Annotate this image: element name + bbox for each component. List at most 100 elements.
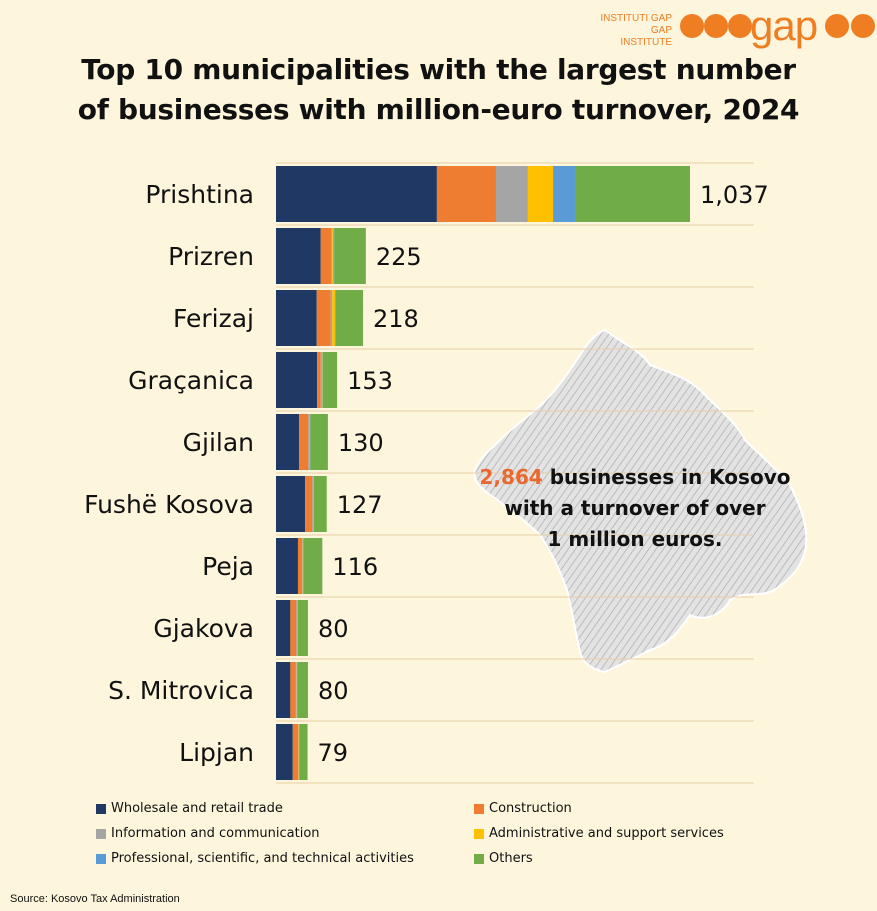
chart-title: Top 10 municipalities with the largest n… [0, 50, 877, 130]
bar-segment [276, 166, 437, 222]
bar-segment [322, 352, 338, 408]
bar-segment [332, 228, 334, 284]
legend-label: Professional, scientific, and technical … [111, 851, 414, 866]
chart-title-line-2: of businesses with million-euro turnover… [77, 93, 800, 126]
legend-item: Construction [474, 800, 804, 818]
category-label: Prizren [168, 242, 254, 271]
legend-item: Administrative and support services [474, 825, 804, 843]
bar-segment [276, 724, 293, 780]
bar-segment [295, 662, 297, 718]
legend-item: Others [474, 850, 804, 868]
legend-swatch [474, 804, 484, 814]
bar-segment [334, 228, 366, 284]
bar-segment [276, 538, 298, 594]
category-label: Graçanica [128, 366, 254, 395]
brand-line-1: INSTITUTI GAP [600, 13, 672, 24]
bar-segment [299, 724, 308, 780]
bar-segment [436, 166, 496, 222]
bar-segment [276, 228, 321, 284]
bar-segment [320, 352, 322, 408]
legend-item: Information and communication [96, 825, 474, 843]
brand-logo: gap [750, 2, 818, 49]
bar-segment [276, 352, 318, 408]
bar-segment [553, 166, 576, 222]
value-label: 79 [318, 739, 349, 767]
bar-segment [276, 414, 300, 470]
legend-swatch [474, 829, 484, 839]
category-label: Gjakova [153, 614, 254, 643]
legend-swatch [96, 829, 106, 839]
bar-segment [495, 166, 528, 222]
legend-swatch [474, 854, 484, 864]
category-label: Ferizaj [173, 304, 254, 333]
bar-segment [276, 476, 306, 532]
legend-swatch [96, 854, 106, 864]
value-label: 153 [347, 367, 393, 395]
category-label: Gjilan [183, 428, 254, 457]
callout-line-2: with a turnover of over [504, 496, 766, 520]
bar-segment [297, 538, 302, 594]
bar-segment [320, 228, 332, 284]
brand-dots-right-icon [825, 14, 875, 38]
bar-segment [316, 290, 331, 346]
value-label: 1,037 [700, 181, 769, 209]
bar-segment [301, 538, 303, 594]
callout-number: 2,864 [479, 465, 543, 489]
bar-segment [333, 228, 335, 284]
bar-segment [527, 166, 554, 222]
bar-segment [290, 662, 296, 718]
bar-segment [276, 290, 317, 346]
legend-item: Wholesale and retail trade [96, 800, 474, 818]
category-label: S. Mitrovica [108, 676, 254, 705]
bar-segment [276, 662, 291, 718]
bar-segment [303, 538, 323, 594]
bar-segment [308, 414, 310, 470]
callout-line-1: businesses in Kosovo [542, 465, 791, 489]
category-label: Prishtina [145, 180, 254, 209]
bar-segment [330, 290, 333, 346]
callout-line-3: 1 million euros. [547, 527, 723, 551]
legend-label: Construction [489, 801, 572, 816]
bar-segment [317, 352, 321, 408]
value-label: 80 [318, 677, 349, 705]
bar-segment [296, 600, 298, 656]
bar-segment [292, 724, 299, 780]
brand-line-2: GAP INSTITUTE [620, 25, 672, 48]
bar-segment [305, 476, 313, 532]
legend-swatch [96, 804, 106, 814]
legend-label: Information and communication [111, 826, 320, 841]
value-label: 80 [318, 615, 349, 643]
legend: Wholesale and retail trade Construction In… [96, 800, 836, 868]
category-label: Lipjan [179, 738, 254, 767]
bar-segment [312, 476, 314, 532]
bar-segment [297, 662, 308, 718]
value-label: 218 [373, 305, 419, 333]
chart-title-line-1: Top 10 municipalities with the largest n… [81, 53, 796, 86]
legend-label: Others [489, 851, 533, 866]
bar-segment [297, 600, 308, 656]
source-note: Source: Kosovo Tax Administration [10, 893, 180, 905]
bar-segment [331, 228, 333, 284]
legend-label: Wholesale and retail trade [111, 801, 283, 816]
value-label: 225 [376, 243, 422, 271]
bar-segment [335, 290, 336, 346]
category-label: Fushë Kosova [84, 490, 254, 519]
bar-segment [290, 600, 297, 656]
value-label: 127 [337, 491, 383, 519]
bar-segment [332, 290, 336, 346]
category-label: Peja [202, 552, 254, 581]
brand-dots-icon [680, 14, 752, 38]
value-label: 116 [332, 553, 378, 581]
bar-segment [310, 414, 328, 470]
bar-segment [575, 166, 690, 222]
legend-label: Administrative and support services [489, 826, 724, 841]
legend-item: Professional, scientific, and technical … [96, 850, 474, 868]
callout-text: 2,864 businesses in Kosovo with a turnov… [470, 462, 800, 555]
bar-segment [335, 290, 364, 346]
bar-segment [313, 476, 327, 532]
bar-segment [299, 414, 309, 470]
